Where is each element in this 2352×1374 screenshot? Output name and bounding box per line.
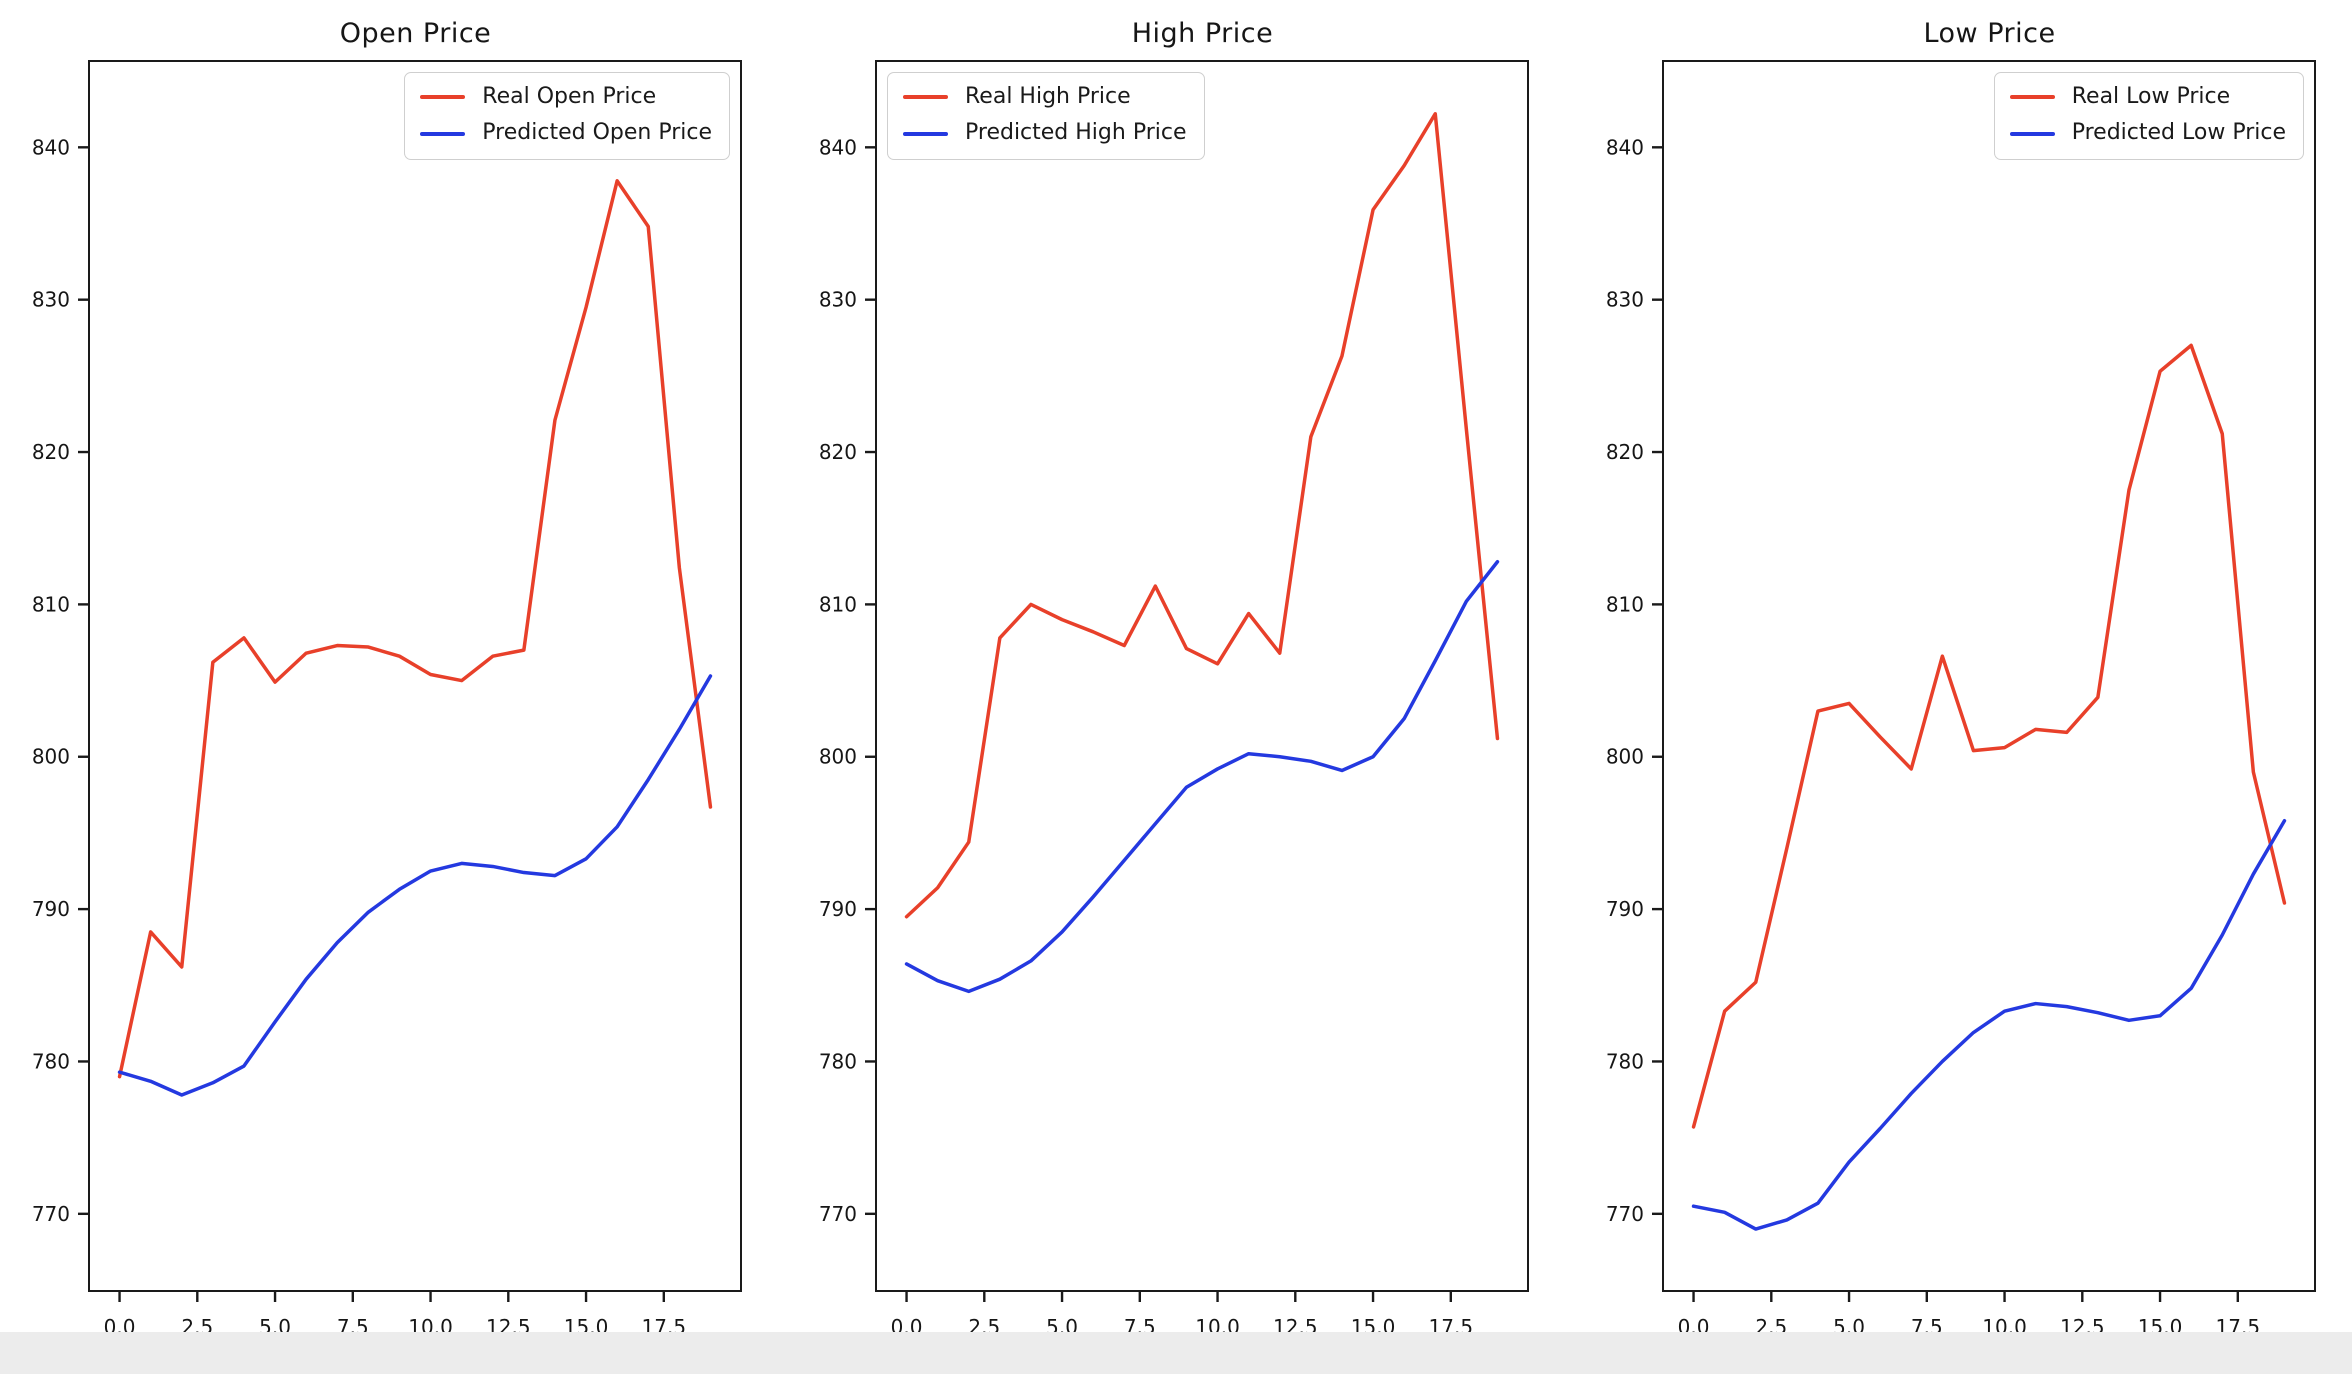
legend-label-real-open: Real Open Price — [482, 84, 657, 109]
svg-text:820: 820 — [819, 440, 857, 464]
axes-high: 770 780 790 800 810 820 830 840 0.0 2.5 5.0 7.5 10.0… — [819, 60, 1529, 1339]
svg-text:790: 790 — [1606, 897, 1644, 921]
svg-text:780: 780 — [32, 1049, 70, 1073]
legend-item-predicted-open: Predicted Open Price — [420, 120, 712, 146]
legend-item-predicted-high: Predicted High Price — [903, 120, 1187, 146]
svg-text:770: 770 — [32, 1202, 70, 1226]
svg-text:800: 800 — [32, 745, 70, 769]
svg-text:770: 770 — [1606, 1202, 1644, 1226]
svg-text:820: 820 — [1606, 440, 1644, 464]
svg-text:780: 780 — [1606, 1049, 1644, 1073]
axes-open: 770 780 790 800 810 820 830 840 0.0 2.5 5.0 7.5 10.0… — [32, 60, 742, 1339]
legend-swatch-predicted-high — [903, 131, 948, 136]
svg-text:810: 810 — [819, 592, 857, 616]
legend-label-predicted-low: Predicted Low Price — [2071, 120, 2286, 146]
legend-label-real-high: Real High Price — [965, 84, 1131, 109]
legend-label-predicted-open: Predicted Open Price — [482, 120, 712, 146]
svg-text:840: 840 — [1606, 135, 1644, 159]
subplot-title-low: Low Price — [1923, 18, 2056, 49]
legend-item-real-open: Real Open Price — [420, 84, 712, 110]
svg-text:790: 790 — [32, 897, 70, 921]
footer-strip — [0, 1332, 2352, 1374]
svg-text:820: 820 — [32, 440, 70, 464]
svg-text:840: 840 — [32, 135, 70, 159]
svg-text:830: 830 — [819, 288, 857, 312]
svg-text:810: 810 — [1606, 592, 1644, 616]
subplot-open-price: Open Price 770 780 790 800 810 820 830 840 0.0 2.… — [32, 0, 743, 1339]
subplot-title-high: High Price — [1131, 18, 1274, 49]
subplot-title-open: Open Price — [339, 18, 492, 49]
svg-text:810: 810 — [32, 592, 70, 616]
axes-low: 770 780 790 800 810 820 830 840 0.0 2.5 5.0 7.5 10.0… — [1606, 60, 2316, 1339]
svg-text:840: 840 — [819, 135, 857, 159]
legend-open: Real Open Price Predicted Open Price — [404, 72, 730, 160]
svg-text:830: 830 — [32, 288, 70, 312]
legend-label-predicted-high: Predicted High Price — [965, 120, 1187, 146]
subplot-low-price: Low Price 770 780 790 800 810 820 830 840 0.0 2.5… — [1606, 0, 2317, 1339]
svg-text:790: 790 — [819, 897, 857, 921]
legend-item-real-high: Real High Price — [903, 84, 1187, 110]
legend-swatch-real-low — [2009, 95, 2055, 100]
svg-text:800: 800 — [819, 745, 857, 769]
subplot-high-price: High Price 770 780 790 800 810 820 830 840 0.0 2.… — [819, 0, 1530, 1339]
legend-swatch-real-high — [903, 95, 948, 100]
legend-swatch-predicted-low — [2009, 131, 2055, 136]
legend-label-real-low: Real Low Price — [2071, 84, 2231, 109]
svg-text:830: 830 — [1606, 288, 1644, 312]
legend-swatch-real-open — [420, 95, 466, 100]
legend-swatch-predicted-open — [420, 131, 466, 136]
svg-text:800: 800 — [1606, 745, 1644, 769]
legend-item-real-low: Real Low Price — [2009, 84, 2286, 110]
svg-text:780: 780 — [819, 1049, 857, 1073]
legend-item-predicted-low: Predicted Low Price — [2009, 120, 2286, 146]
legend-high: Real High Price Predicted High Price — [887, 72, 1205, 160]
svg-text:770: 770 — [819, 1202, 857, 1226]
legend-low: Real Low Price Predicted Low Price — [1993, 72, 2304, 160]
